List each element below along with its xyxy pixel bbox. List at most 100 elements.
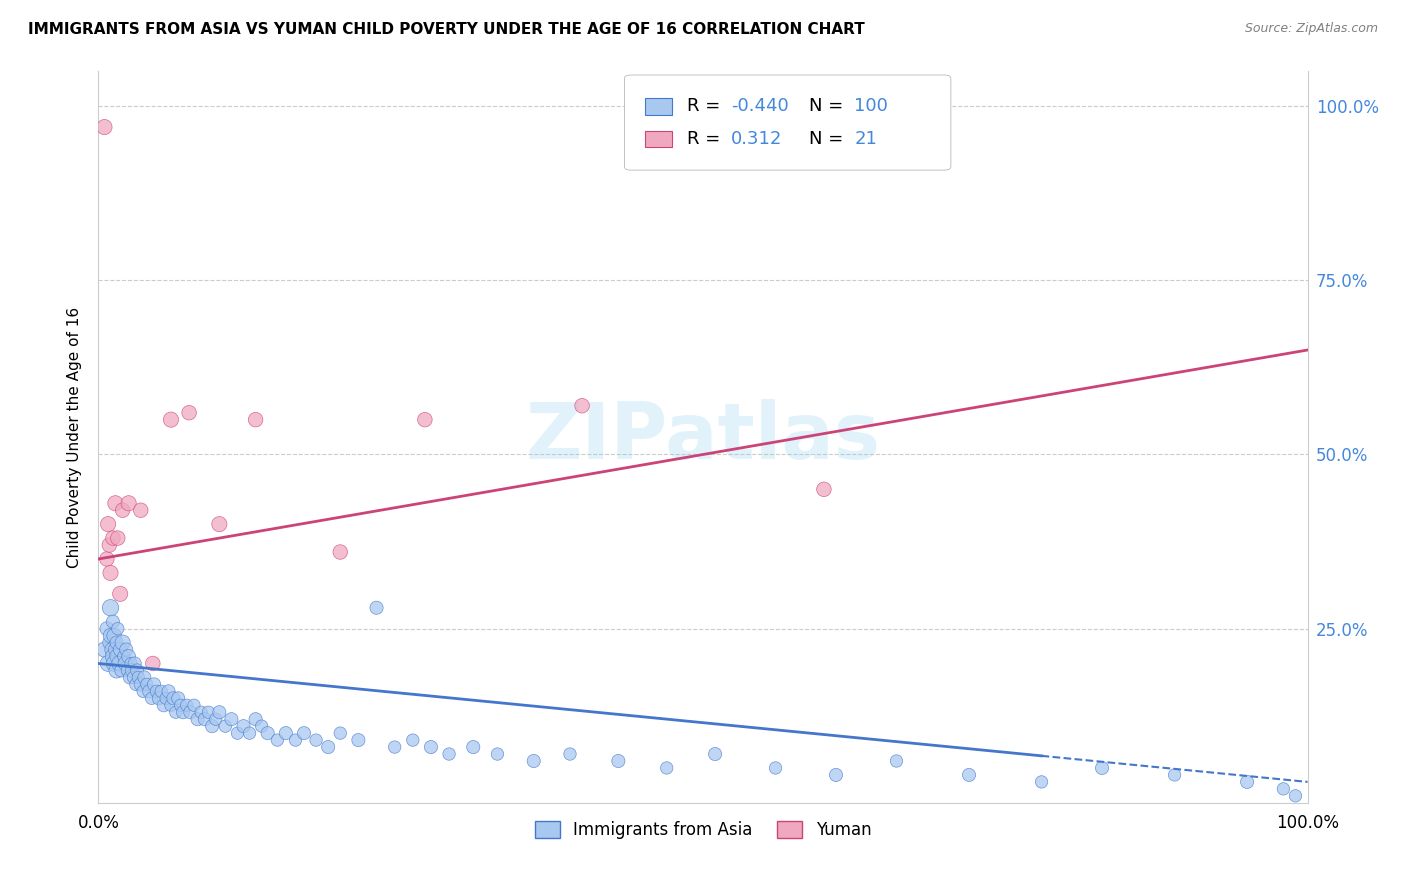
- Point: [101, 531, 124, 545]
- Point: [208, 705, 231, 719]
- Point: [107, 622, 129, 636]
- Legend: Immigrants from Asia, Yuman: Immigrants from Asia, Yuman: [529, 814, 877, 846]
- Point: [463, 740, 485, 755]
- Point: [108, 642, 131, 657]
- Point: [208, 517, 231, 532]
- Point: [132, 684, 155, 698]
- Point: [93, 642, 115, 657]
- Point: [329, 726, 352, 740]
- Point: [172, 705, 194, 719]
- Point: [135, 677, 157, 691]
- Point: [167, 691, 190, 706]
- Point: [118, 496, 141, 510]
- Point: [103, 657, 125, 671]
- Point: [160, 698, 183, 713]
- Point: [143, 677, 166, 691]
- Point: [187, 712, 209, 726]
- Point: [571, 399, 593, 413]
- Text: -0.440: -0.440: [731, 97, 789, 115]
- Point: [413, 412, 436, 426]
- Point: [201, 719, 224, 733]
- Point: [232, 719, 254, 733]
- Point: [124, 657, 146, 671]
- Point: [221, 712, 243, 726]
- Point: [194, 712, 217, 726]
- Point: [118, 649, 141, 664]
- Text: N =: N =: [810, 97, 849, 115]
- Point: [112, 649, 135, 664]
- Point: [523, 754, 546, 768]
- FancyBboxPatch shape: [645, 98, 672, 114]
- Point: [101, 615, 124, 629]
- Point: [104, 496, 127, 510]
- Point: [437, 747, 460, 761]
- Point: [134, 670, 156, 684]
- Point: [284, 733, 307, 747]
- Point: [486, 747, 509, 761]
- Point: [292, 726, 315, 740]
- Point: [813, 483, 835, 497]
- Point: [384, 740, 406, 755]
- Point: [98, 538, 121, 552]
- Point: [420, 740, 443, 755]
- Point: [120, 657, 142, 671]
- Point: [150, 684, 173, 698]
- Point: [256, 726, 278, 740]
- Point: [204, 712, 226, 726]
- Point: [98, 635, 121, 649]
- Point: [250, 719, 273, 733]
- Point: [117, 664, 139, 678]
- Text: IMMIGRANTS FROM ASIA VS YUMAN CHILD POVERTY UNDER THE AGE OF 16 CORRELATION CHAR: IMMIGRANTS FROM ASIA VS YUMAN CHILD POVE…: [28, 22, 865, 37]
- Point: [162, 691, 184, 706]
- Point: [100, 600, 122, 615]
- Point: [1031, 775, 1053, 789]
- Point: [704, 747, 727, 761]
- Point: [141, 691, 163, 706]
- Point: [118, 670, 141, 684]
- FancyBboxPatch shape: [645, 130, 672, 146]
- Point: [245, 412, 267, 426]
- Point: [127, 664, 149, 678]
- Point: [316, 740, 339, 755]
- Point: [1236, 775, 1258, 789]
- Text: ZIPatlas: ZIPatlas: [526, 399, 880, 475]
- Point: [179, 705, 201, 719]
- Point: [825, 768, 848, 782]
- Point: [226, 726, 249, 740]
- Point: [169, 698, 191, 713]
- Point: [607, 754, 630, 768]
- Point: [100, 566, 122, 580]
- Point: [1163, 768, 1185, 782]
- Point: [138, 684, 160, 698]
- Point: [127, 670, 149, 684]
- Point: [100, 642, 122, 657]
- Point: [148, 691, 170, 706]
- Point: [96, 622, 118, 636]
- Point: [105, 635, 128, 649]
- Point: [1091, 761, 1114, 775]
- Point: [155, 691, 177, 706]
- Point: [179, 406, 201, 420]
- Point: [107, 649, 129, 664]
- Point: [1272, 781, 1295, 796]
- Point: [142, 657, 165, 671]
- Point: [111, 635, 134, 649]
- Text: R =: R =: [688, 97, 727, 115]
- Point: [115, 642, 138, 657]
- Text: 0.312: 0.312: [731, 129, 782, 148]
- Point: [245, 712, 267, 726]
- Point: [97, 517, 120, 532]
- Point: [122, 670, 145, 684]
- Point: [1284, 789, 1306, 803]
- Point: [214, 719, 236, 733]
- Point: [366, 600, 388, 615]
- Point: [101, 649, 124, 664]
- FancyBboxPatch shape: [624, 75, 950, 170]
- Text: R =: R =: [688, 129, 727, 148]
- Point: [655, 761, 678, 775]
- Text: 100: 100: [855, 97, 889, 115]
- Point: [765, 761, 787, 775]
- Point: [197, 705, 219, 719]
- Point: [145, 684, 167, 698]
- Point: [107, 531, 129, 545]
